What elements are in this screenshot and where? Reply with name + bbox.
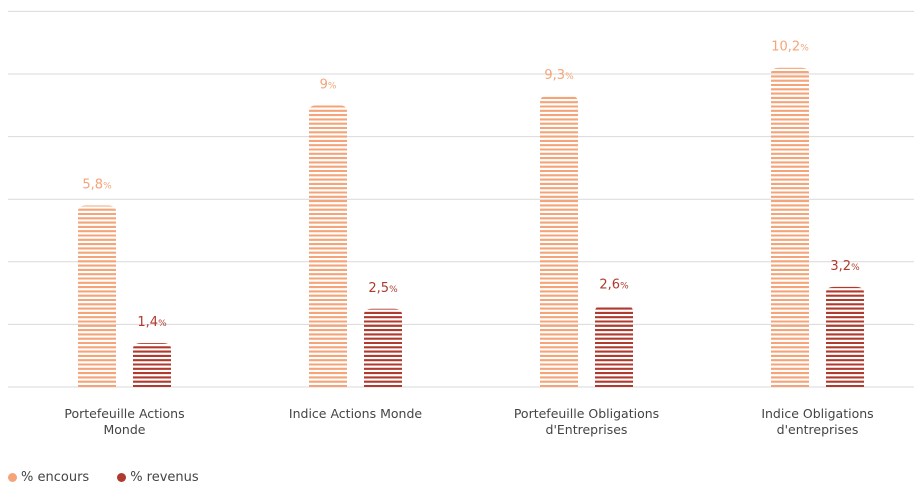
legend-swatch-encours (8, 473, 17, 482)
gridlines (8, 10, 914, 388)
bar-encours-0 (78, 205, 116, 387)
bar-encours-3 (771, 67, 809, 388)
x-tick-label: Indice Actions Monde (289, 406, 422, 421)
bars (78, 67, 864, 388)
legend-label-revenus: % revenus (130, 470, 199, 485)
x-axis-tick-labels: Portefeuille Actions Monde Indice Actions … (64, 406, 873, 437)
value-label: 9% (320, 77, 337, 92)
bar-revenus-1 (364, 308, 402, 387)
x-tick-label: Portefeuille Obligations d'Entreprises (514, 406, 659, 437)
value-label: 5,8% (82, 177, 112, 192)
value-label: 2,5% (368, 281, 398, 296)
legend-item-encours[interactable]: % encours (8, 470, 89, 485)
value-label: 9,3% (544, 68, 574, 83)
bar-encours-2 (540, 96, 578, 387)
value-label: 1,4% (137, 315, 167, 330)
value-labels: 5,8% 9% 9,3% 10,2% 1,4% 2,5% 2,6% 3,2% (82, 40, 860, 330)
value-label: 10,2% (771, 40, 809, 55)
legend-label-encours: % encours (21, 470, 90, 485)
x-tick-label: Portefeuille Actions Monde (64, 406, 184, 437)
bar-encours-1 (309, 105, 347, 388)
legend-item-revenus[interactable]: % revenus (117, 470, 199, 485)
bar-revenus-3 (826, 286, 864, 387)
legend: % encours % revenus (8, 470, 199, 485)
value-label: 2,6% (599, 278, 629, 293)
legend-swatch-revenus (117, 473, 127, 482)
value-label: 3,2% (830, 259, 860, 274)
bar-revenus-0 (133, 343, 171, 387)
x-tick-label: Indice Obligations d'entreprises (761, 406, 873, 437)
bar-revenus-2 (595, 307, 633, 387)
